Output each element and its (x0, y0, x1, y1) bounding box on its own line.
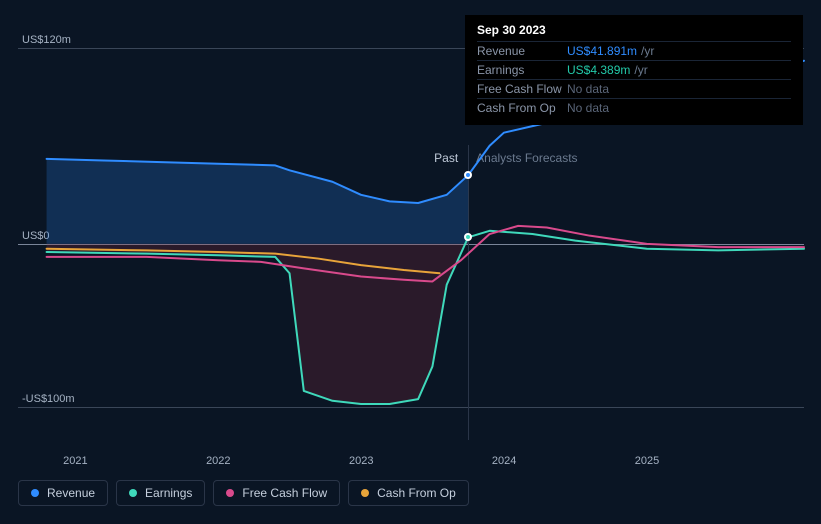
tooltip-row-suffix: /yr (641, 44, 654, 58)
legend-item-cfo[interactable]: Cash From Op (348, 480, 469, 506)
tooltip: Sep 30 2023 RevenueUS$41.891m/yrEarnings… (465, 15, 803, 125)
legend-dot (31, 489, 39, 497)
legend-label: Cash From Op (377, 486, 456, 500)
x-axis-label: 2022 (206, 455, 230, 467)
marker (464, 233, 472, 241)
tooltip-row-label: Earnings (477, 63, 567, 77)
legend-item-revenue[interactable]: Revenue (18, 480, 108, 506)
legend: Revenue Earnings Free Cash Flow Cash From O… (18, 480, 469, 506)
marker (464, 171, 472, 179)
tooltip-row-label: Cash From Op (477, 101, 567, 115)
x-axis-label: 2023 (349, 455, 373, 467)
legend-dot (129, 489, 137, 497)
tooltip-row-label: Free Cash Flow (477, 82, 567, 96)
tooltip-row-label: Revenue (477, 44, 567, 58)
legend-item-earnings[interactable]: Earnings (116, 480, 205, 506)
tooltip-row: Cash From OpNo data (477, 98, 791, 117)
tooltip-row: RevenueUS$41.891m/yr (477, 41, 791, 60)
legend-item-fcf[interactable]: Free Cash Flow (213, 480, 340, 506)
legend-dot (226, 489, 234, 497)
x-axis-label: 2025 (635, 455, 659, 467)
tooltip-row-value: US$4.389m (567, 63, 630, 77)
tooltip-row: Free Cash FlowNo data (477, 79, 791, 98)
tooltip-row-suffix: /yr (634, 63, 647, 77)
legend-dot (361, 489, 369, 497)
tooltip-row-value: No data (567, 101, 609, 115)
legend-label: Free Cash Flow (242, 486, 327, 500)
tooltip-row-value: US$41.891m (567, 44, 637, 58)
legend-label: Revenue (47, 486, 95, 500)
tooltip-title: Sep 30 2023 (477, 23, 791, 37)
tooltip-row: EarningsUS$4.389m/yr (477, 60, 791, 79)
legend-label: Earnings (145, 486, 192, 500)
x-axis-label: 2024 (492, 455, 516, 467)
x-axis-label: 2021 (63, 455, 87, 467)
tooltip-row-value: No data (567, 82, 609, 96)
